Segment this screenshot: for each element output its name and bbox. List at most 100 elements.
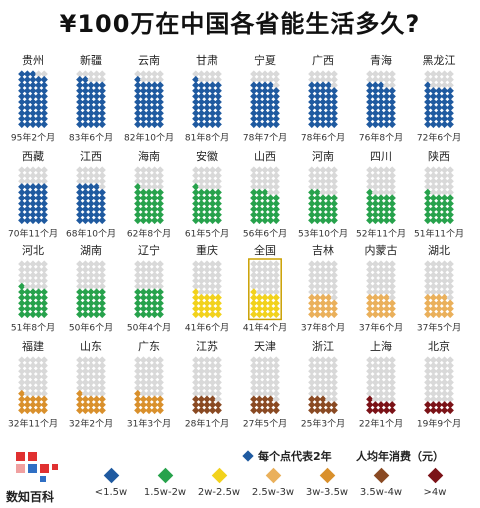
empty-dot	[203, 75, 211, 84]
filled-dot	[197, 305, 206, 313]
legend-label: 3w-3.5w	[305, 487, 349, 498]
filled-dot	[208, 293, 217, 302]
empty-dot	[382, 373, 391, 381]
province-name: 江苏	[196, 340, 218, 353]
filled-dot	[81, 109, 90, 117]
filled-dot	[435, 103, 443, 112]
filled-dot	[145, 288, 153, 296]
filled-dot	[208, 120, 217, 129]
legend-swatch	[211, 467, 227, 484]
filled-dot	[371, 120, 380, 129]
filled-dot	[81, 87, 90, 95]
filled-dot	[435, 109, 443, 117]
empty-dot	[98, 70, 106, 78]
filled-dot	[81, 216, 90, 225]
filled-dot	[313, 98, 322, 106]
filled-dot	[150, 299, 159, 307]
legend-label: 2w-2.5w	[197, 487, 241, 498]
filled-dot	[377, 98, 385, 106]
duration-label: 68年10个月	[66, 227, 116, 239]
empty-dot	[371, 277, 380, 285]
filled-dot	[23, 120, 32, 129]
empty-dot	[92, 271, 101, 279]
filled-dot	[40, 406, 48, 415]
empty-dot	[324, 171, 333, 180]
filled-dot	[429, 293, 438, 302]
filled-dot	[266, 109, 275, 117]
empty-dot	[313, 288, 322, 296]
filled-dot	[261, 305, 269, 313]
empty-dot	[366, 277, 374, 285]
filled-dot	[313, 401, 322, 409]
empty-dot	[308, 260, 316, 268]
filled-dot	[92, 211, 101, 219]
legend-label: 1.5w-2w	[143, 487, 187, 498]
empty-dot	[324, 395, 333, 403]
province-cell: 广东 31年3个月	[127, 340, 171, 429]
filled-dot	[313, 92, 322, 101]
filled-dot	[92, 199, 101, 208]
empty-dot	[98, 389, 106, 398]
empty-dot	[330, 70, 338, 78]
filled-dot	[98, 188, 106, 197]
empty-dot	[150, 367, 159, 375]
filled-dot	[382, 310, 391, 319]
filled-dot	[23, 299, 32, 307]
province-name: 安徽	[196, 149, 218, 163]
duration-label: 76年8个月	[359, 131, 403, 143]
filled-dot	[250, 299, 258, 307]
empty-dot	[81, 70, 90, 78]
legend-swatch	[103, 467, 119, 484]
filled-dot	[134, 199, 142, 208]
filled-dot	[313, 299, 322, 307]
empty-dot	[255, 384, 264, 392]
empty-dot	[98, 282, 106, 291]
filled-dot	[197, 299, 206, 307]
empty-dot	[313, 384, 322, 392]
filled-dot	[424, 305, 432, 313]
filled-dot	[446, 401, 454, 409]
empty-dot	[371, 361, 380, 370]
filled-dot	[156, 205, 164, 213]
empty-dot	[446, 373, 454, 381]
empty-dot	[440, 171, 449, 180]
filled-dot	[92, 310, 101, 319]
filled-dot	[139, 406, 148, 415]
filled-dot	[34, 205, 43, 213]
filled-dot	[388, 401, 396, 409]
empty-dot	[313, 271, 322, 279]
legend-label: 2.5w-3w	[251, 487, 295, 498]
filled-dot	[150, 211, 159, 219]
filled-dot	[313, 87, 322, 95]
filled-dot	[214, 216, 222, 225]
filled-dot	[208, 98, 217, 106]
filled-dot	[81, 183, 90, 191]
filled-dot	[29, 293, 37, 302]
empty-dot	[98, 166, 106, 174]
empty-dot	[250, 75, 258, 84]
empty-dot	[255, 75, 264, 84]
empty-dot	[255, 166, 264, 174]
filled-dot	[134, 75, 142, 84]
filled-dot	[261, 103, 269, 112]
empty-dot	[429, 288, 438, 296]
empty-dot	[156, 373, 164, 381]
empty-dot	[150, 282, 159, 291]
empty-dot	[313, 260, 322, 268]
filled-dot	[250, 288, 258, 296]
filled-dot	[371, 98, 380, 106]
empty-dot	[92, 384, 101, 392]
filled-dot	[197, 406, 206, 415]
filled-dot	[18, 115, 26, 123]
empty-dot	[134, 282, 142, 291]
filled-dot	[145, 199, 153, 208]
filled-dot	[440, 92, 449, 101]
empty-dot	[40, 282, 48, 291]
empty-dot	[29, 389, 37, 398]
filled-dot	[208, 199, 217, 208]
empty-dot	[255, 356, 264, 364]
filled-dot	[446, 115, 454, 123]
empty-dot	[266, 356, 275, 364]
duration-label: 27年5个月	[243, 417, 287, 429]
